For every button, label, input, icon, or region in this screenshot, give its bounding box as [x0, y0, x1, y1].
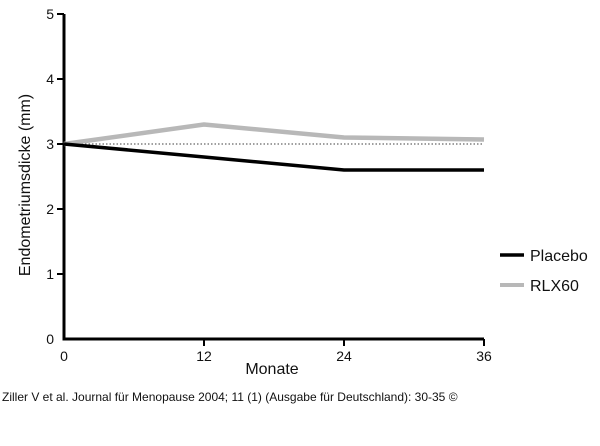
citation-text: Ziller V et al. Journal für Menopause 20… — [2, 390, 458, 404]
y-axis-title: Endometriumsdicke (mm) — [17, 94, 34, 276]
y-tick-label: 1 — [46, 266, 54, 282]
y-tick-label: 0 — [46, 331, 54, 347]
series-group — [63, 122, 485, 172]
series-line-rlx60 — [63, 122, 485, 147]
series-line-placebo — [63, 142, 484, 172]
legend-label-rlx60: RLX60 — [530, 278, 579, 295]
y-tick-label: 3 — [46, 136, 54, 152]
x-tick-label: 24 — [336, 348, 352, 364]
y-tick-label: 5 — [46, 6, 54, 22]
x-tick-label: 12 — [196, 348, 212, 364]
x-tick-label: 36 — [476, 348, 492, 364]
x-axis-title: Monate — [245, 361, 298, 378]
x-tick-label: 0 — [60, 348, 68, 364]
legend: Placebo RLX60 — [500, 248, 588, 295]
y-tick-label: 4 — [46, 71, 54, 87]
legend-label-placebo: Placebo — [530, 248, 588, 265]
y-tick-label: 2 — [46, 201, 54, 217]
